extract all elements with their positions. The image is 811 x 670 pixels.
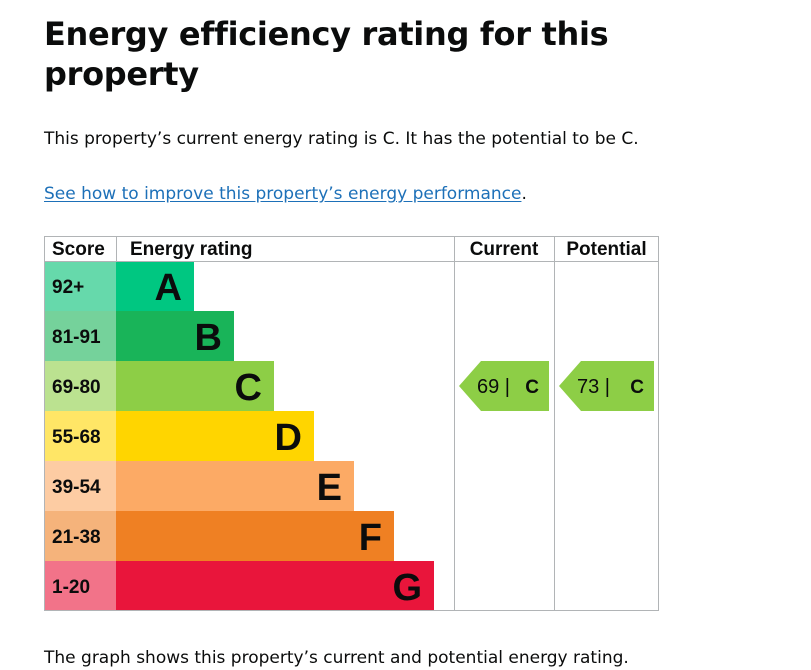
chart-description: The graph shows this property’s current … (44, 648, 629, 668)
band-bar-a (116, 261, 194, 311)
header-potential: Potential (566, 239, 646, 260)
score-cell-b (44, 311, 116, 361)
header-score: Score (52, 239, 105, 260)
score-cell-a (44, 261, 116, 311)
score-cell-c (44, 361, 116, 411)
score-cell-d (44, 411, 116, 461)
header-energy-rating: Energy rating (130, 239, 252, 260)
band-bar-f (116, 511, 394, 561)
page-title: Energy efficiency rating for this proper… (44, 15, 609, 93)
improve-paragraph: See how to improve this property’s energ… (44, 182, 527, 206)
score-cell-f (44, 511, 116, 561)
header-current: Current (470, 239, 539, 260)
score-label-c: 69-80 (52, 377, 101, 398)
energy-rating-chart: 92+ A 81-91 B 69-80 C 55-68 D 39-54 E 21-38 F 1-20 G S… (44, 236, 659, 611)
band-bar-g (116, 561, 434, 611)
band-letter-c: C (235, 367, 262, 409)
score-label-b: 81-91 (52, 327, 101, 348)
band-letter-g: G (392, 567, 422, 609)
potential-rating-score: 73 | (577, 376, 610, 398)
score-label-f: 21-38 (52, 527, 101, 548)
current-rating-arrow (459, 361, 549, 411)
score-cell-e (44, 461, 116, 511)
band-bar-d (116, 411, 314, 461)
band-bar-c (116, 361, 274, 411)
band-letter-e: E (317, 467, 342, 509)
score-label-d: 55-68 (52, 427, 101, 448)
score-cell-g (44, 561, 116, 611)
score-label-e: 39-54 (52, 477, 101, 498)
rating-summary: This property’s current energy rating is… (44, 129, 639, 149)
improve-suffix: . (521, 184, 527, 204)
score-label-a: 92+ (52, 277, 84, 298)
band-letter-d: D (275, 417, 302, 459)
band-bar-e (116, 461, 354, 511)
chart-border (44, 236, 659, 611)
band-letter-a: A (155, 267, 182, 309)
score-label-g: 1-20 (52, 577, 90, 598)
potential-rating-arrow (559, 361, 654, 411)
improve-energy-link[interactable]: See how to improve this property’s energ… (44, 184, 522, 204)
band-letter-f: F (359, 517, 382, 559)
current-rating-letter: C (525, 377, 539, 398)
band-bar-b (116, 311, 234, 361)
band-letter-b: B (195, 317, 222, 359)
current-rating-score: 69 | (477, 376, 510, 398)
potential-rating-letter: C (630, 377, 644, 398)
